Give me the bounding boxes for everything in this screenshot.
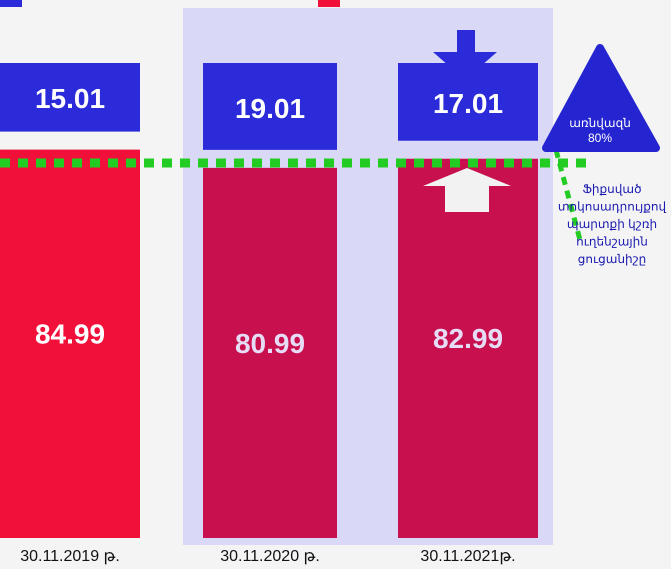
x-tick-label: 30.11.2020 թ. [220, 548, 320, 565]
x-tick-label: 30.11.2021թ. [420, 548, 515, 565]
note-text: Ֆիքսված [582, 182, 641, 196]
bar-segment [0, 63, 140, 132]
x-tick-label: 30.11.2019 թ. [20, 548, 120, 565]
legend-swatch [0, 0, 22, 7]
note-text: պարտքի կշռի [567, 217, 657, 231]
note-text: տոկոսադրույքով [558, 200, 667, 214]
value-label: 80.99 [235, 328, 305, 359]
down-arrow [433, 30, 497, 80]
note-text: ցուցանիշը [578, 252, 647, 266]
bar-segment [203, 167, 337, 538]
pointer-line [553, 149, 583, 241]
bar-segment [0, 149, 140, 538]
up-arrow [423, 168, 511, 212]
bar-segment [203, 63, 337, 150]
note-text: ուղենշային [576, 235, 648, 249]
value-label: 15.01 [35, 83, 105, 114]
value-label: 19.01 [235, 93, 305, 124]
annotation-text: 80% [588, 131, 612, 145]
value-label: 17.01 [433, 88, 503, 119]
annotation-triangle [542, 44, 660, 152]
note: Ֆիքսված տոկոսադրույքով պարտքի կշռի ուղենշայ… [558, 182, 667, 266]
bars: 84.99 15.01 30.11.2019 թ. 80.99 19.01 30.11.2… [0, 63, 538, 565]
annotation-text: առնվազն [569, 116, 631, 130]
bar-segment [398, 158, 538, 538]
value-label: 82.99 [433, 323, 503, 354]
legend-swatch [318, 0, 340, 7]
value-label: 84.99 [35, 318, 105, 349]
